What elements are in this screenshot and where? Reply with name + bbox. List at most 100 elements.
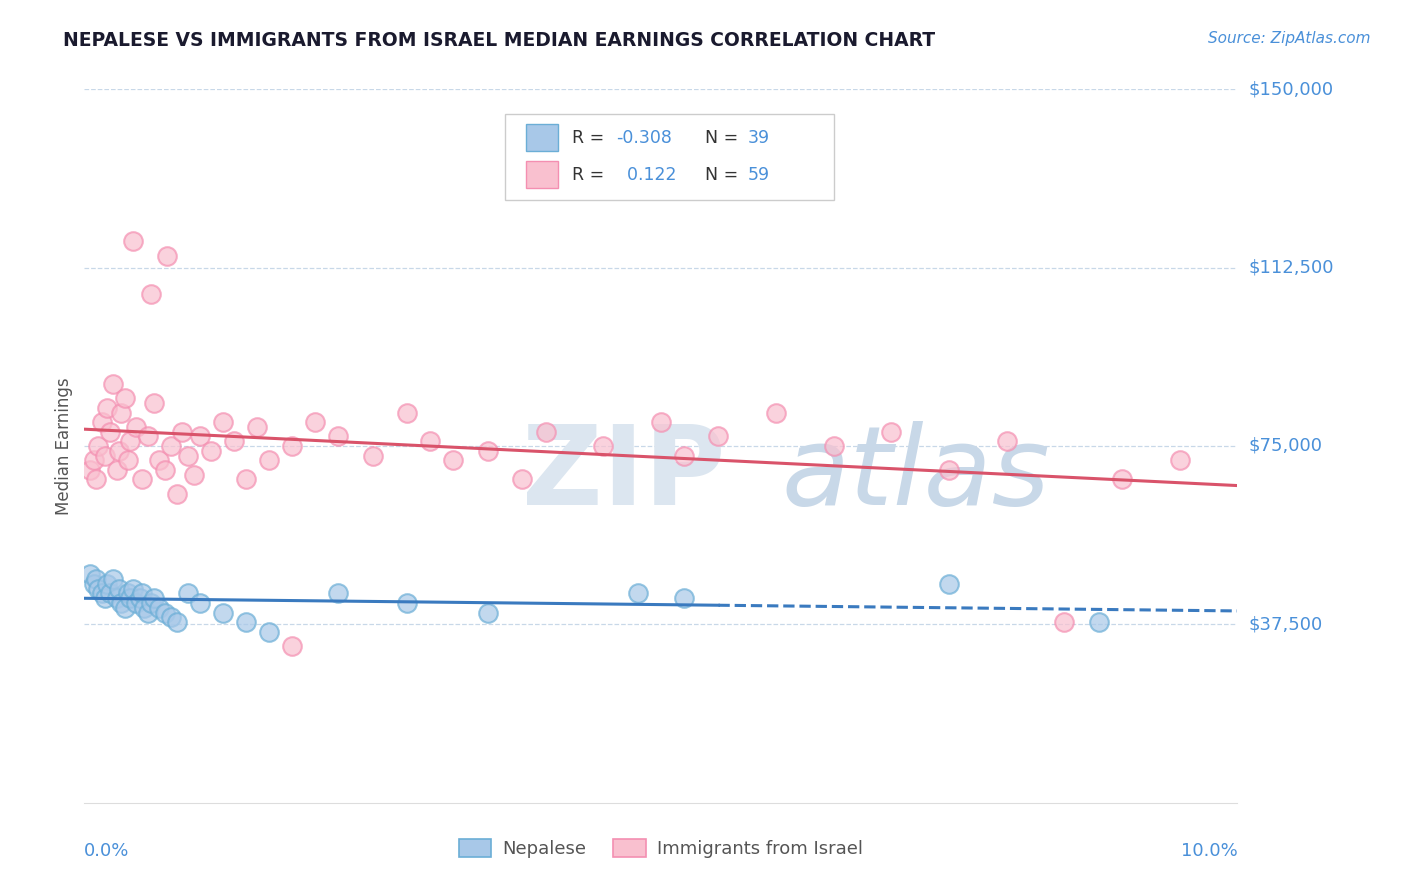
Point: [707, 429, 730, 443]
Point: [326, 586, 349, 600]
Point: [396, 596, 419, 610]
Point: [477, 443, 499, 458]
Point: [98, 586, 121, 600]
Text: NEPALESE VS IMMIGRANTS FROM ISRAEL MEDIAN EARNINGS CORRELATION CHART: NEPALESE VS IMMIGRANTS FROM ISRAEL MEDIA…: [63, 31, 935, 50]
Text: R =: R =: [572, 128, 610, 146]
Point: [114, 392, 136, 406]
Point: [441, 453, 464, 467]
Point: [235, 472, 257, 486]
Point: [103, 572, 124, 586]
Point: [79, 567, 101, 582]
Point: [83, 453, 105, 467]
Text: ZIP: ZIP: [523, 421, 725, 528]
Point: [148, 600, 170, 615]
Point: [105, 591, 128, 606]
Y-axis label: Median Earnings: Median Earnings: [55, 377, 73, 515]
Point: [1053, 615, 1076, 629]
Point: [235, 615, 257, 629]
Point: [141, 286, 163, 301]
Point: [160, 439, 183, 453]
Point: [188, 429, 211, 443]
Point: [938, 463, 960, 477]
Point: [246, 420, 269, 434]
Point: [361, 449, 384, 463]
Point: [84, 472, 107, 486]
Point: [419, 434, 441, 449]
Point: [87, 439, 110, 453]
Point: [94, 449, 117, 463]
Text: 39: 39: [748, 128, 769, 146]
Legend: Nepalese, Immigrants from Israel: Nepalese, Immigrants from Israel: [451, 831, 870, 865]
Point: [257, 453, 280, 467]
Point: [177, 586, 200, 600]
Point: [114, 600, 136, 615]
Point: [304, 415, 326, 429]
Text: 0.122: 0.122: [616, 166, 676, 184]
Point: [188, 596, 211, 610]
Point: [177, 449, 200, 463]
Point: [211, 606, 233, 620]
Point: [96, 401, 118, 415]
Point: [136, 606, 159, 620]
Point: [134, 600, 156, 615]
Point: [153, 606, 176, 620]
Point: [880, 425, 903, 439]
Text: $75,000: $75,000: [1249, 437, 1323, 455]
Point: [477, 606, 499, 620]
Point: [84, 572, 107, 586]
Point: [166, 486, 188, 500]
Text: 0.0%: 0.0%: [84, 842, 129, 860]
Point: [183, 467, 205, 482]
Point: [200, 443, 222, 458]
Point: [83, 577, 105, 591]
Point: [79, 463, 101, 477]
Point: [281, 439, 304, 453]
Point: [257, 624, 280, 639]
Text: $112,500: $112,500: [1249, 259, 1334, 277]
Text: R =: R =: [572, 166, 610, 184]
Point: [128, 591, 150, 606]
Point: [96, 577, 118, 591]
Point: [672, 449, 695, 463]
FancyBboxPatch shape: [505, 114, 834, 200]
Point: [326, 429, 349, 443]
Point: [87, 582, 110, 596]
Point: [117, 586, 139, 600]
Point: [512, 472, 534, 486]
Point: [108, 443, 131, 458]
Point: [105, 463, 128, 477]
Point: [136, 429, 159, 443]
Point: [592, 439, 614, 453]
Point: [90, 586, 112, 600]
FancyBboxPatch shape: [526, 161, 558, 188]
Point: [396, 406, 419, 420]
Text: 59: 59: [748, 166, 769, 184]
Point: [160, 610, 183, 624]
Point: [765, 406, 787, 420]
Point: [125, 420, 148, 434]
Point: [90, 415, 112, 429]
Point: [1111, 472, 1133, 486]
Point: [172, 425, 194, 439]
Text: N =: N =: [704, 128, 744, 146]
Point: [125, 596, 148, 610]
Point: [153, 463, 176, 477]
Point: [121, 582, 143, 596]
Point: [120, 591, 142, 606]
Text: $37,500: $37,500: [1249, 615, 1323, 633]
Point: [650, 415, 672, 429]
Point: [627, 586, 650, 600]
Point: [141, 596, 163, 610]
Point: [224, 434, 246, 449]
Point: [142, 591, 165, 606]
Point: [121, 235, 143, 249]
Point: [281, 639, 304, 653]
Point: [142, 396, 165, 410]
Point: [148, 453, 170, 467]
Point: [98, 425, 121, 439]
FancyBboxPatch shape: [526, 124, 558, 152]
Point: [211, 415, 233, 429]
Text: 10.0%: 10.0%: [1181, 842, 1237, 860]
Text: -0.308: -0.308: [616, 128, 672, 146]
Point: [94, 591, 117, 606]
